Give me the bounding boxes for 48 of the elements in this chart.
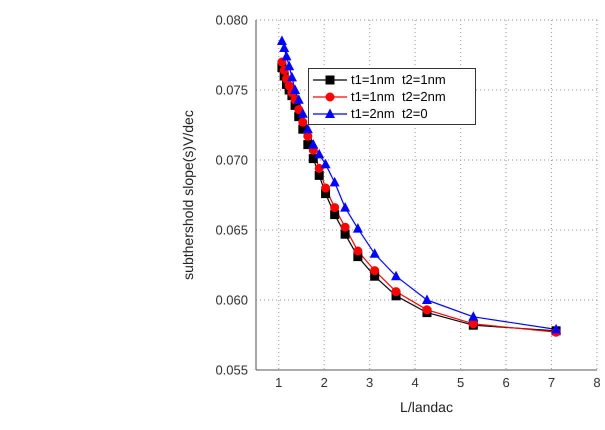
legend-label: t1=1nm t2=1nm <box>351 72 446 87</box>
point <box>353 246 362 256</box>
point <box>392 287 401 296</box>
y-tick-label: 0.070 <box>215 152 248 168</box>
point <box>298 118 308 127</box>
point <box>294 94 304 104</box>
y-tick-label: 0.080 <box>215 12 248 28</box>
point <box>352 223 363 233</box>
legend-label: t1=1nm t2=2nm <box>351 89 446 104</box>
point <box>286 72 297 82</box>
point <box>314 164 324 173</box>
point <box>330 176 340 186</box>
point <box>340 202 350 212</box>
point <box>276 36 287 45</box>
x-tick-label: 2 <box>320 375 328 390</box>
point <box>551 324 562 334</box>
point <box>321 184 330 192</box>
y-tick-label: 0.065 <box>215 222 248 238</box>
point <box>302 124 313 134</box>
point <box>391 270 402 280</box>
point <box>370 248 380 258</box>
x-tick-label: 5 <box>456 375 464 390</box>
x-tick-label: 8 <box>593 375 601 390</box>
y-tick-label: 0.055 <box>215 362 248 378</box>
point <box>320 158 331 168</box>
point <box>330 203 340 212</box>
y-tick-label: 0.075 <box>215 82 248 98</box>
x-tick-label: 4 <box>412 375 419 390</box>
point <box>290 84 300 94</box>
point <box>314 148 324 158</box>
point <box>284 81 294 90</box>
x-tick-label: 3 <box>366 375 374 390</box>
point <box>370 266 380 276</box>
x-axis-title: L/landac <box>400 399 453 415</box>
x-tick-label: 6 <box>502 375 510 390</box>
point <box>298 108 308 118</box>
point <box>281 50 292 60</box>
legend-label: t1=2nm t2=0 <box>351 106 428 121</box>
y-tick-label: 0.060 <box>215 292 248 308</box>
x-tick-label: 7 <box>548 375 556 390</box>
y-axis-title: subthershold slope(s)V/dec <box>180 110 196 280</box>
point <box>308 139 318 149</box>
point <box>340 222 350 232</box>
point <box>284 60 294 70</box>
point <box>422 294 432 304</box>
point <box>422 305 432 314</box>
x-tick-label: 1 <box>275 375 282 390</box>
point <box>468 311 478 321</box>
